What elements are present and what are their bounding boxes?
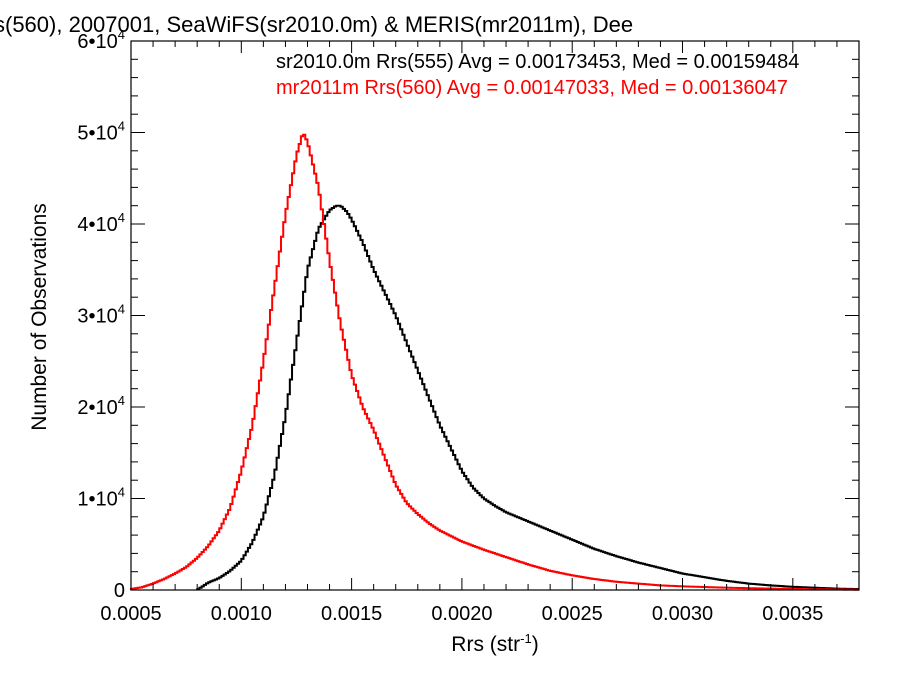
y-tick-label: 1•104 xyxy=(77,485,125,511)
y-tick-label: 0 xyxy=(114,580,125,602)
x-axis-label-text: Rrs (str xyxy=(451,633,521,656)
y-tick-label: 4•104 xyxy=(77,210,125,236)
x-tick-label: 0.0010 xyxy=(211,603,272,625)
x-tick-label: 0.0005 xyxy=(100,603,161,625)
x-tick-label: 0.0035 xyxy=(762,603,823,625)
y-tick-label: 5•104 xyxy=(77,119,125,145)
series-2-histogram-line xyxy=(130,133,859,591)
x-tick-label: 0.0030 xyxy=(652,603,713,625)
x-tick-label: 0.0015 xyxy=(321,603,382,625)
axes-layer: 0.0005 0.0010 0.0015 0.0020 0.0025 0.0030 0.00… xyxy=(77,27,860,625)
x-axis-label: Rrs (str-1) xyxy=(451,631,538,657)
y-axis-label: Number of Observations xyxy=(28,203,51,431)
chart-title: s(560), 2007001, SeaWiFS(sr2010.0m) & ME… xyxy=(0,12,900,42)
legend-entry-series-1: sr2010.0m Rrs(555) Avg = 0.00173453, Med… xyxy=(276,51,800,73)
x-tick-label: 0.0025 xyxy=(542,603,603,625)
x-axis-label-close: ) xyxy=(531,633,539,656)
series-1-histogram-line xyxy=(196,204,859,591)
y-tick-label: 6•104 xyxy=(77,27,125,53)
chart-title-text: s(560), 2007001, SeaWiFS(sr2010.0m) & ME… xyxy=(0,12,634,37)
y-tick-label: 2•104 xyxy=(77,393,125,419)
legend-entry-series-2: mr2011m Rrs(560) Avg = 0.00147033, Med =… xyxy=(276,77,788,99)
x-tick-label: 0.0020 xyxy=(431,603,492,625)
plot-frame xyxy=(130,40,860,591)
y-tick-label: 3•104 xyxy=(77,302,125,328)
series-layer xyxy=(130,133,859,591)
x-axis-label-superscript: -1 xyxy=(520,631,532,646)
